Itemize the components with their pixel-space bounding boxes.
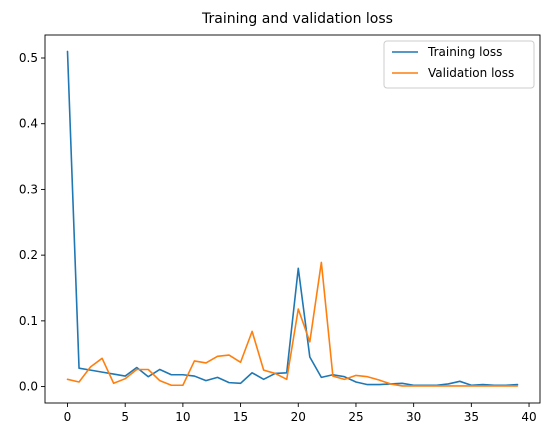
x-tick-label: 15 <box>233 410 248 424</box>
legend-label: Validation loss <box>428 66 514 80</box>
legend: Training loss Validation loss <box>383 40 535 89</box>
x-tick-label: 10 <box>175 410 190 424</box>
x-tick-label: 0 <box>64 410 72 424</box>
y-tick-label: 0.1 <box>19 314 38 328</box>
x-tick-label: 30 <box>406 410 421 424</box>
x-tick-label: 35 <box>464 410 479 424</box>
series-layer <box>66 50 519 387</box>
legend-box <box>383 40 535 89</box>
y-tick-label: 0.2 <box>19 248 38 262</box>
x-tick-label: 25 <box>348 410 363 424</box>
y-axis: 0.0 0.1 0.2 0.3 0.4 0.5 <box>19 51 45 394</box>
x-tick-label: 40 <box>521 410 536 424</box>
series-line-training-loss <box>66 50 519 387</box>
y-tick-label: 0.0 <box>19 380 38 394</box>
legend-label: Training loss <box>427 45 502 59</box>
y-tick-label: 0.5 <box>19 51 38 65</box>
x-tick-label: 5 <box>121 410 129 424</box>
series-line-validation-loss <box>66 261 519 387</box>
y-tick-label: 0.3 <box>19 182 38 196</box>
y-tick-label: 0.4 <box>19 117 38 131</box>
x-tick-label: 20 <box>291 410 306 424</box>
x-axis: 0 5 10 15 20 25 30 35 40 <box>64 403 537 424</box>
chart-title: Training and validation loss <box>201 11 393 27</box>
